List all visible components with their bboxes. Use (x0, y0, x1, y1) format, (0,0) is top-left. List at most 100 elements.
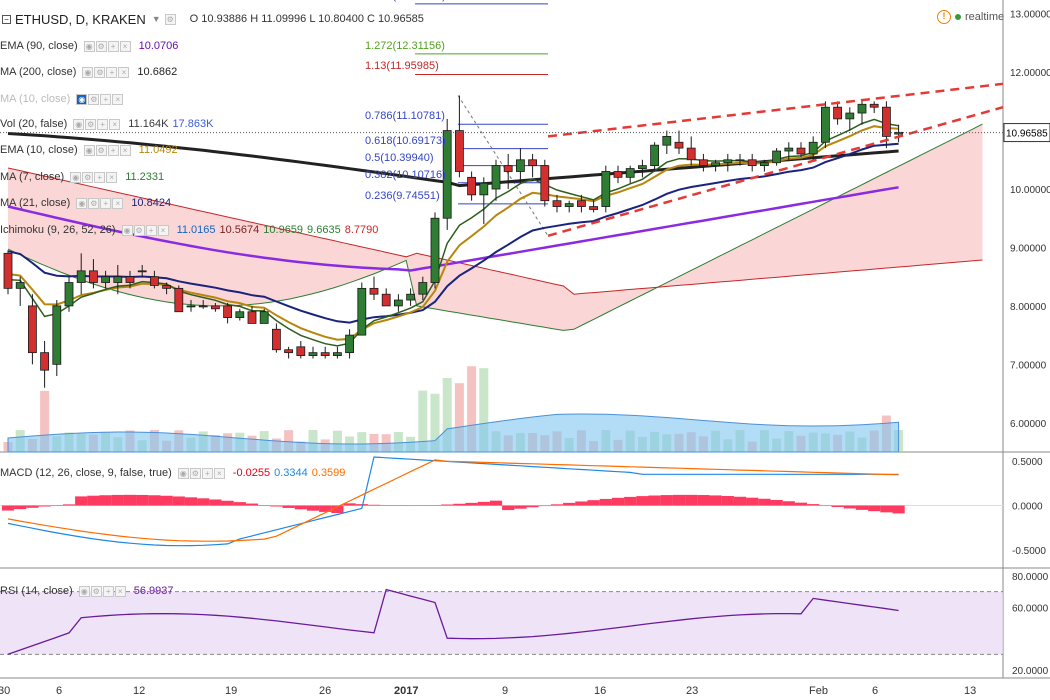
time-tick-label: 23 (686, 685, 698, 697)
candle-body (638, 165, 647, 169)
legend-row[interactable]: EMA (10, close) ◉ ⚙ + × 11.0492 (0, 141, 182, 159)
candle-body (894, 131, 903, 135)
volume-bar (479, 368, 489, 452)
gear-icon[interactable]: ⚙ (94, 66, 106, 78)
legend-row[interactable]: MA (7, close) ◉ ⚙ + × 11.2331 (0, 168, 168, 186)
macd-histogram-bar (331, 505, 344, 514)
candle-body (711, 162, 720, 167)
legend-row[interactable]: MA (21, close) ◉ ⚙ + × 10.8424 (0, 194, 175, 212)
sub-legend-value: 0.3344 (274, 467, 308, 479)
close-icon[interactable]: × (112, 93, 124, 105)
candle-body (552, 200, 562, 207)
collapse-icon[interactable]: − (2, 14, 11, 24)
legend-value: 11.2331 (125, 171, 165, 183)
gear-icon[interactable]: ⚙ (95, 40, 107, 52)
eye-icon[interactable]: ◉ (121, 224, 133, 236)
close-icon[interactable]: × (119, 40, 131, 52)
plus-icon[interactable]: + (97, 118, 109, 130)
time-tick-label: 16 (594, 685, 606, 697)
candle-body (454, 130, 464, 172)
eye-icon[interactable]: ◉ (76, 93, 88, 105)
candle-body (89, 270, 98, 283)
symbol-dropdown-icon[interactable]: ▼ (151, 14, 161, 24)
macd-histogram-bar (489, 500, 503, 506)
gear-icon[interactable]: ⚙ (88, 93, 100, 105)
close-icon[interactable]: × (112, 197, 124, 209)
settings-icon[interactable]: ⚙ (164, 13, 176, 25)
candle-body (369, 287, 379, 295)
plus-icon[interactable]: + (106, 66, 118, 78)
macd-histogram-bar (62, 504, 76, 506)
legend-row[interactable]: Ichimoku (9, 26, 52, 26) ◉ ⚙ + × 11.0165 10.56… (0, 221, 382, 239)
macd-histogram-bar (550, 504, 564, 506)
eye-icon[interactable]: ◉ (78, 585, 90, 597)
close-icon[interactable]: × (213, 467, 225, 479)
macd-histogram-bar (282, 505, 295, 508)
sub-legend-value: -0.0255 (232, 467, 271, 479)
eye-icon[interactable]: ◉ (83, 40, 95, 52)
close-icon[interactable]: × (114, 585, 126, 597)
eye-icon[interactable]: ◉ (70, 171, 82, 183)
plus-icon[interactable]: + (107, 40, 119, 52)
rsi-tick-label: 20.0000 (1012, 666, 1049, 677)
plus-icon[interactable]: + (145, 224, 157, 236)
gear-icon[interactable]: ⚙ (133, 224, 145, 236)
eye-icon[interactable]: ◉ (177, 467, 189, 479)
legend-row[interactable]: MA (200, close) ◉ ⚙ + × 10.6862 (0, 63, 181, 81)
sub-legend-name: MACD (12, 26, close, 9, false, true) (0, 467, 172, 479)
gear-icon[interactable]: ⚙ (95, 144, 107, 156)
legend-row[interactable]: MA (10, close) ◉ ⚙ + × (0, 90, 131, 108)
eye-icon[interactable]: ◉ (76, 197, 88, 209)
macd-histogram-bar (197, 498, 210, 506)
plus-icon[interactable]: + (94, 171, 106, 183)
macd-histogram-bar (416, 505, 429, 506)
close-icon[interactable]: × (118, 66, 130, 78)
plus-icon[interactable]: + (100, 197, 112, 209)
macd-histogram-bar (721, 495, 734, 506)
legend-row[interactable]: Vol (20, false) ◉ ⚙ + × 11.164K 17.863K (0, 115, 217, 133)
sub-legend-value: 56.9937 (133, 585, 174, 597)
close-icon[interactable]: × (106, 171, 118, 183)
candle-body (674, 141, 684, 149)
volume-bar (332, 430, 342, 452)
eye-icon[interactable]: ◉ (73, 118, 85, 130)
senkou-span-b (7, 167, 983, 295)
sub-legend-row[interactable]: MACD (12, 26, close, 9, false, true) ◉ ⚙ + ×… (0, 464, 349, 482)
gear-icon[interactable]: ⚙ (189, 467, 201, 479)
plus-icon[interactable]: + (201, 467, 213, 479)
candle-body (247, 311, 257, 324)
plus-icon[interactable]: + (100, 93, 112, 105)
macd-histogram-bar (794, 502, 808, 506)
candle-body (882, 106, 891, 137)
close-icon[interactable]: × (119, 144, 131, 156)
plus-icon[interactable]: + (107, 144, 119, 156)
close-icon[interactable]: × (157, 224, 169, 236)
gear-icon[interactable]: ⚙ (85, 118, 97, 130)
gear-icon[interactable]: ⚙ (90, 585, 102, 597)
close-icon[interactable]: × (109, 118, 121, 130)
price-tick-label: 13.00000 (1010, 10, 1050, 21)
symbol-title[interactable]: ETHUSD, D, KRAKEN (15, 11, 146, 27)
eye-icon[interactable]: ◉ (83, 144, 95, 156)
trend-upper (547, 82, 1004, 138)
realtime-status: ! realtime (937, 10, 1004, 24)
candle-body (735, 159, 745, 162)
macd-histogram-bar (50, 505, 63, 506)
plus-icon[interactable]: + (102, 585, 114, 597)
gear-icon[interactable]: ⚙ (88, 197, 100, 209)
macd-histogram-bar (233, 502, 246, 506)
eye-icon[interactable]: ◉ (82, 66, 94, 78)
legend-row[interactable]: EMA (90, close) ◉ ⚙ + × 10.0706 (0, 37, 182, 55)
legend-buttons: ◉ ⚙ + × (82, 66, 130, 78)
warning-icon[interactable]: ! (937, 10, 951, 24)
candle-body (857, 103, 867, 114)
candle-body (308, 352, 318, 356)
gear-icon[interactable]: ⚙ (82, 171, 94, 183)
fib-level-label: 1.618(13.16855) (365, 0, 446, 2)
candle-body (210, 305, 220, 310)
legend-value: 11.0165 (176, 224, 216, 236)
sub-legend-row[interactable]: RSI (14, close) ◉ ⚙ + × 56.9937 (0, 582, 178, 600)
macd-tick-label: -0.5000 (1012, 546, 1046, 557)
